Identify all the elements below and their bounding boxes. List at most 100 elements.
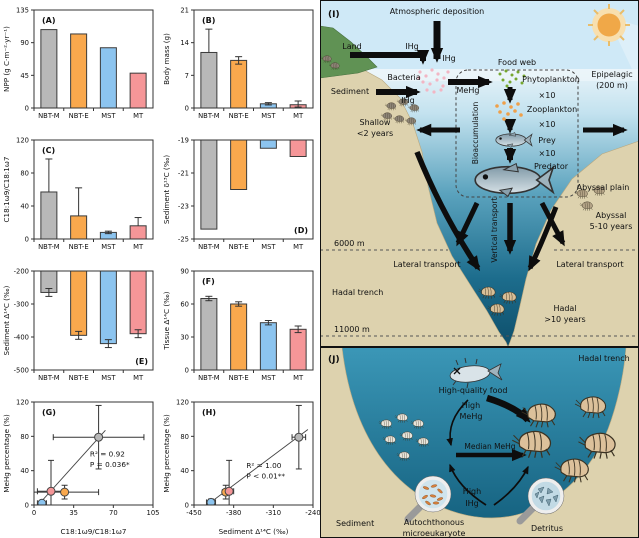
svg-text:MT: MT [293,112,304,120]
epipelagic-label: Epipelagic [591,70,632,79]
panel-label-j: (J) [328,355,340,365]
ihg-sediment-label: IHg [401,96,414,105]
svg-text:>10 years: >10 years [544,315,585,324]
autochthonous-label: Autochthonous [404,518,464,527]
svg-text:40: 40 [20,203,29,211]
diagram-column: (I) Atmospheric deposition Land IHg IHg … [320,0,639,538]
detritus-label: Detritus [531,524,563,533]
svg-text:(E): (E) [135,357,148,366]
svg-text:MST: MST [261,243,276,251]
svg-text:IHg: IHg [465,499,478,508]
svg-text:NBT-M: NBT-M [38,374,60,382]
svg-text:(H): (H) [202,408,216,417]
sun-icon [588,4,630,46]
svg-text:45: 45 [20,72,29,80]
svg-text:30: 30 [180,334,189,342]
svg-text:(G): (G) [42,408,56,417]
svg-text:-19: -19 [178,137,189,145]
svg-text:-400: -400 [14,334,29,342]
chart-panel-c: NBT-M NBT-E MST MT 0 40 80 120 C18:1ω9/C18:1ω7 (C… [2,137,154,251]
x10-label-1: ×10 [539,91,556,100]
svg-text:120: 120 [176,399,189,407]
svg-text:7: 7 [185,72,189,80]
magnifier-autochthonous-icon [404,475,452,523]
svg-text:<2 years: <2 years [357,129,393,138]
svg-text:MST: MST [261,112,276,120]
svg-text:(F): (F) [202,277,215,286]
svg-text:60: 60 [180,301,189,309]
svg-text:-25: -25 [178,236,189,244]
svg-text:MST: MST [261,374,276,382]
shallow-label: Shallow [360,118,391,127]
svg-text:-200: -200 [14,268,29,276]
svg-text:MeHg percentage (%): MeHg percentage (%) [2,414,11,493]
svg-text:(B): (B) [202,16,215,25]
lateral-transport-left-label: Lateral transport [393,260,460,269]
svg-text:-21: -21 [178,170,189,178]
svg-text:-240: -240 [305,509,320,517]
svg-text:MT: MT [133,374,144,382]
svg-text:90: 90 [20,39,29,47]
svg-text:MT: MT [133,112,144,120]
svg-text:80: 80 [20,170,29,178]
transport-arrows [350,21,628,272]
sediment-label-j: Sediment [336,519,374,528]
svg-text:P = 0.036*: P = 0.036* [90,460,130,469]
food-web-box [455,69,579,198]
trench-basin [341,347,627,519]
svg-text:MeHg: MeHg [460,412,483,421]
svg-text:-300: -300 [14,301,29,309]
svg-text:MT: MT [293,374,304,382]
bioaccumulation-label: Bioaccumulation [471,101,480,164]
svg-text:R² = 0.92: R² = 0.92 [90,450,125,459]
svg-text:(C): (C) [42,146,55,155]
svg-text:MST: MST [101,374,116,382]
mehg-label: MeHg [457,86,480,95]
svg-text:-310: -310 [266,509,281,517]
chart-panel-b: NBT-M NBT-E MST MT 0 7 14 21 Body mass (g) (B) [162,7,314,120]
svg-text:40: 40 [180,467,189,475]
svg-text:P < 0.01**: P < 0.01** [246,471,285,480]
vertical-transport-label: Vertical transport [490,197,499,262]
svg-text:Body mass (g): Body mass (g) [162,33,171,85]
svg-text:MT: MT [293,243,304,251]
ihg-land-label: IHg [405,42,418,51]
svg-text:NBT-M: NBT-M [38,112,60,120]
predator-label: Predator [534,162,569,171]
x10-label-3: ×10 [539,149,556,158]
chart-panel-e: NBT-M NBT-E MST MT -200 -300 -400 -500 Sediment … [2,268,154,382]
sediment-label: Sediment [331,87,369,96]
svg-text:NBT-M: NBT-M [38,243,60,251]
hadal-trench-label: Hadal trench [332,288,383,297]
high-ihg-label: High [463,487,481,496]
land-label: Land [342,42,362,51]
svg-text:-500: -500 [14,367,29,375]
svg-text:5-10 years: 5-10 years [590,222,633,231]
svg-text:NBT-M: NBT-M [198,374,220,382]
diagram-hadal-foodweb: (J) Hadal trench High-quality food High … [320,347,639,538]
chart-panel-d: NBT-M NBT-E MST MT -19 -21 -23 -25 Sediment δ¹³C… [162,137,314,251]
svg-text:35: 35 [69,509,78,517]
phytoplankton-dots [498,69,526,88]
svg-text:NBT-E: NBT-E [69,243,89,251]
diagram-ocean-mercury-cycle: (I) Atmospheric deposition Land IHg IHg … [320,0,639,347]
svg-text:0: 0 [185,105,189,113]
svg-text:Sediment Δ¹⁴C (‰): Sediment Δ¹⁴C (‰) [219,527,289,536]
bacteria-label: Bacteria [387,73,420,82]
chart-panel-g: 0 35 70 105 C18:1ω9/C18:1ω7 R² = 0.92P = 0.03… [2,399,159,537]
svg-text:70: 70 [109,509,118,517]
phytoplankton-label: Phytoplankton [522,75,580,84]
high-quality-food-label: High-quality food [439,386,508,395]
prey-label: Prey [538,136,556,145]
svg-text:NBT-E: NBT-E [229,243,249,251]
svg-text:MT: MT [133,243,144,251]
svg-text:0: 0 [25,236,29,244]
svg-text:NBT-M: NBT-M [198,112,220,120]
svg-text:NBT-E: NBT-E [69,112,89,120]
svg-text:MST: MST [101,112,116,120]
svg-text:80: 80 [180,433,189,441]
chart-panel-f: NBT-M NBT-E MST MT 0 30 60 90 Tissue Δ¹⁴C (‰) (F) [162,268,314,382]
median-mehg-label: Median MeHg [464,442,515,451]
svg-text:C18:1ω9/C18:1ω7: C18:1ω9/C18:1ω7 [61,527,127,536]
svg-text:MST: MST [101,243,116,251]
